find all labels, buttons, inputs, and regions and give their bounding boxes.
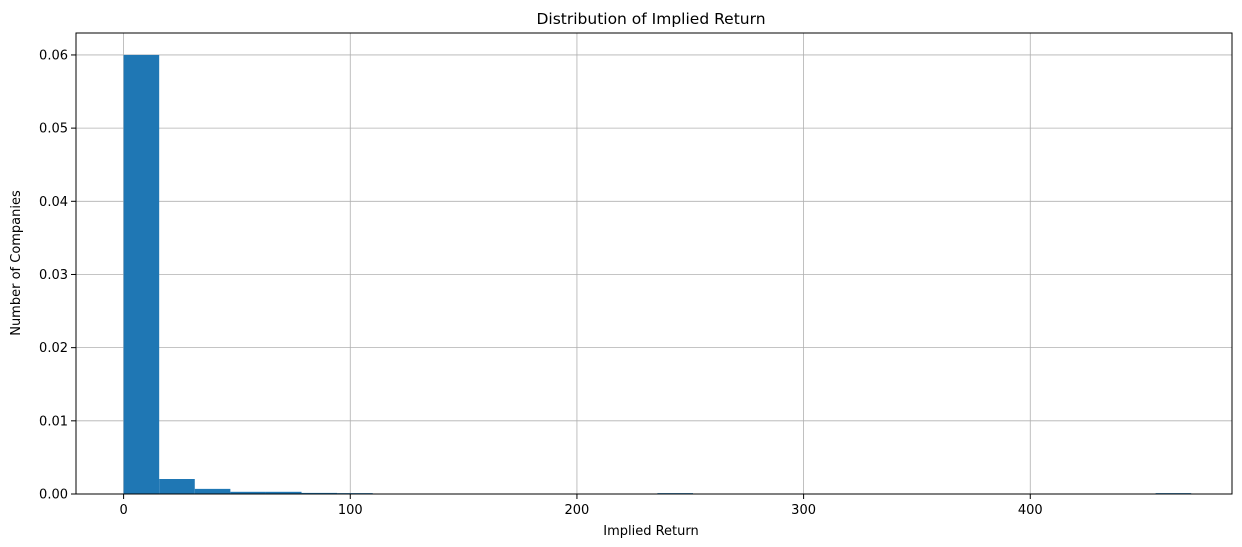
plot-frame	[75, 32, 1233, 495]
histogram-bar	[230, 491, 266, 494]
grid-lines	[76, 33, 1232, 495]
y-tick-label: 0.03	[39, 268, 68, 283]
histogram-bar	[159, 478, 195, 494]
x-tick-label: 0	[119, 503, 127, 518]
histogram-bar	[265, 491, 302, 494]
histogram-bars	[123, 54, 1192, 494]
y-axis-title: Number of Companies	[9, 190, 24, 336]
histogram-bar	[194, 488, 231, 494]
y-tick-label: 0.01	[39, 414, 68, 429]
y-tick-label: 0.04	[39, 195, 68, 210]
chart-title: Distribution of Implied Return	[536, 10, 765, 28]
y-tick-label: 0.05	[39, 122, 68, 137]
y-axis-ticks: 0.00 0.01 0.02 0.03 0.04 0.05 0.06	[39, 48, 76, 503]
histogram-bar	[123, 54, 160, 494]
x-tick-label: 200	[565, 503, 590, 518]
x-axis-ticks: 0 100 200 300 400	[119, 494, 1043, 518]
x-axis-title: Implied Return	[603, 524, 699, 539]
y-tick-label: 0.00	[39, 488, 68, 503]
x-tick-label: 100	[338, 503, 363, 518]
y-tick-label: 0.02	[39, 341, 68, 356]
x-tick-label: 400	[1018, 503, 1043, 518]
x-tick-label: 300	[791, 503, 816, 518]
y-tick-label: 0.06	[39, 48, 68, 63]
histogram-bar	[301, 492, 338, 494]
